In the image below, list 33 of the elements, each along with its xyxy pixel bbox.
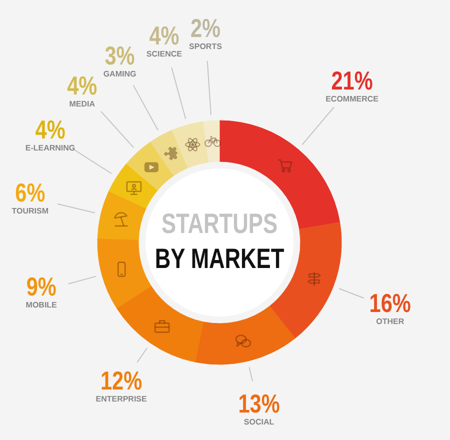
slice-label: GAMING: [103, 70, 136, 78]
slice-label: E-LEARNING: [25, 143, 76, 152]
slice-label: SOCIAL: [244, 417, 274, 426]
donut-slice: [108, 163, 158, 209]
data-label: 12%: [100, 366, 142, 396]
slice-label: TOURISM: [12, 206, 49, 216]
donut-slice: [116, 286, 204, 362]
donut-slice: [202, 120, 220, 162]
data-label: 16%: [369, 289, 411, 318]
donut-slice: [172, 121, 209, 168]
donut-slice: [150, 130, 188, 176]
data-label: 13%: [238, 389, 280, 418]
data-label: 6%: [15, 178, 46, 207]
slice-label: OTHER: [376, 317, 404, 326]
donut-slice: [126, 142, 174, 190]
text: STARTUPS: [161, 208, 278, 240]
donut-slice: [97, 238, 152, 308]
slice-label: MEDIA: [69, 100, 96, 109]
slice-label: SPORTS: [189, 42, 223, 52]
slice-label: SCIENCE: [146, 50, 183, 59]
data-label: 4%: [149, 21, 180, 50]
slice-label: ENTERPRISE: [96, 394, 148, 404]
slice-label: MOBILE: [26, 300, 58, 310]
donut-slice: [97, 190, 146, 240]
data-label: 21%: [331, 66, 373, 96]
data-label: 9%: [26, 272, 56, 301]
slice-label: ECOMMERCE: [326, 94, 380, 104]
data-label: 4%: [35, 115, 66, 144]
data-label: 2%: [190, 14, 221, 43]
data-label: 3%: [104, 41, 135, 70]
data-label: 4%: [67, 71, 98, 100]
text: BY MARKET: [154, 243, 285, 275]
donut-slice: [194, 306, 296, 365]
